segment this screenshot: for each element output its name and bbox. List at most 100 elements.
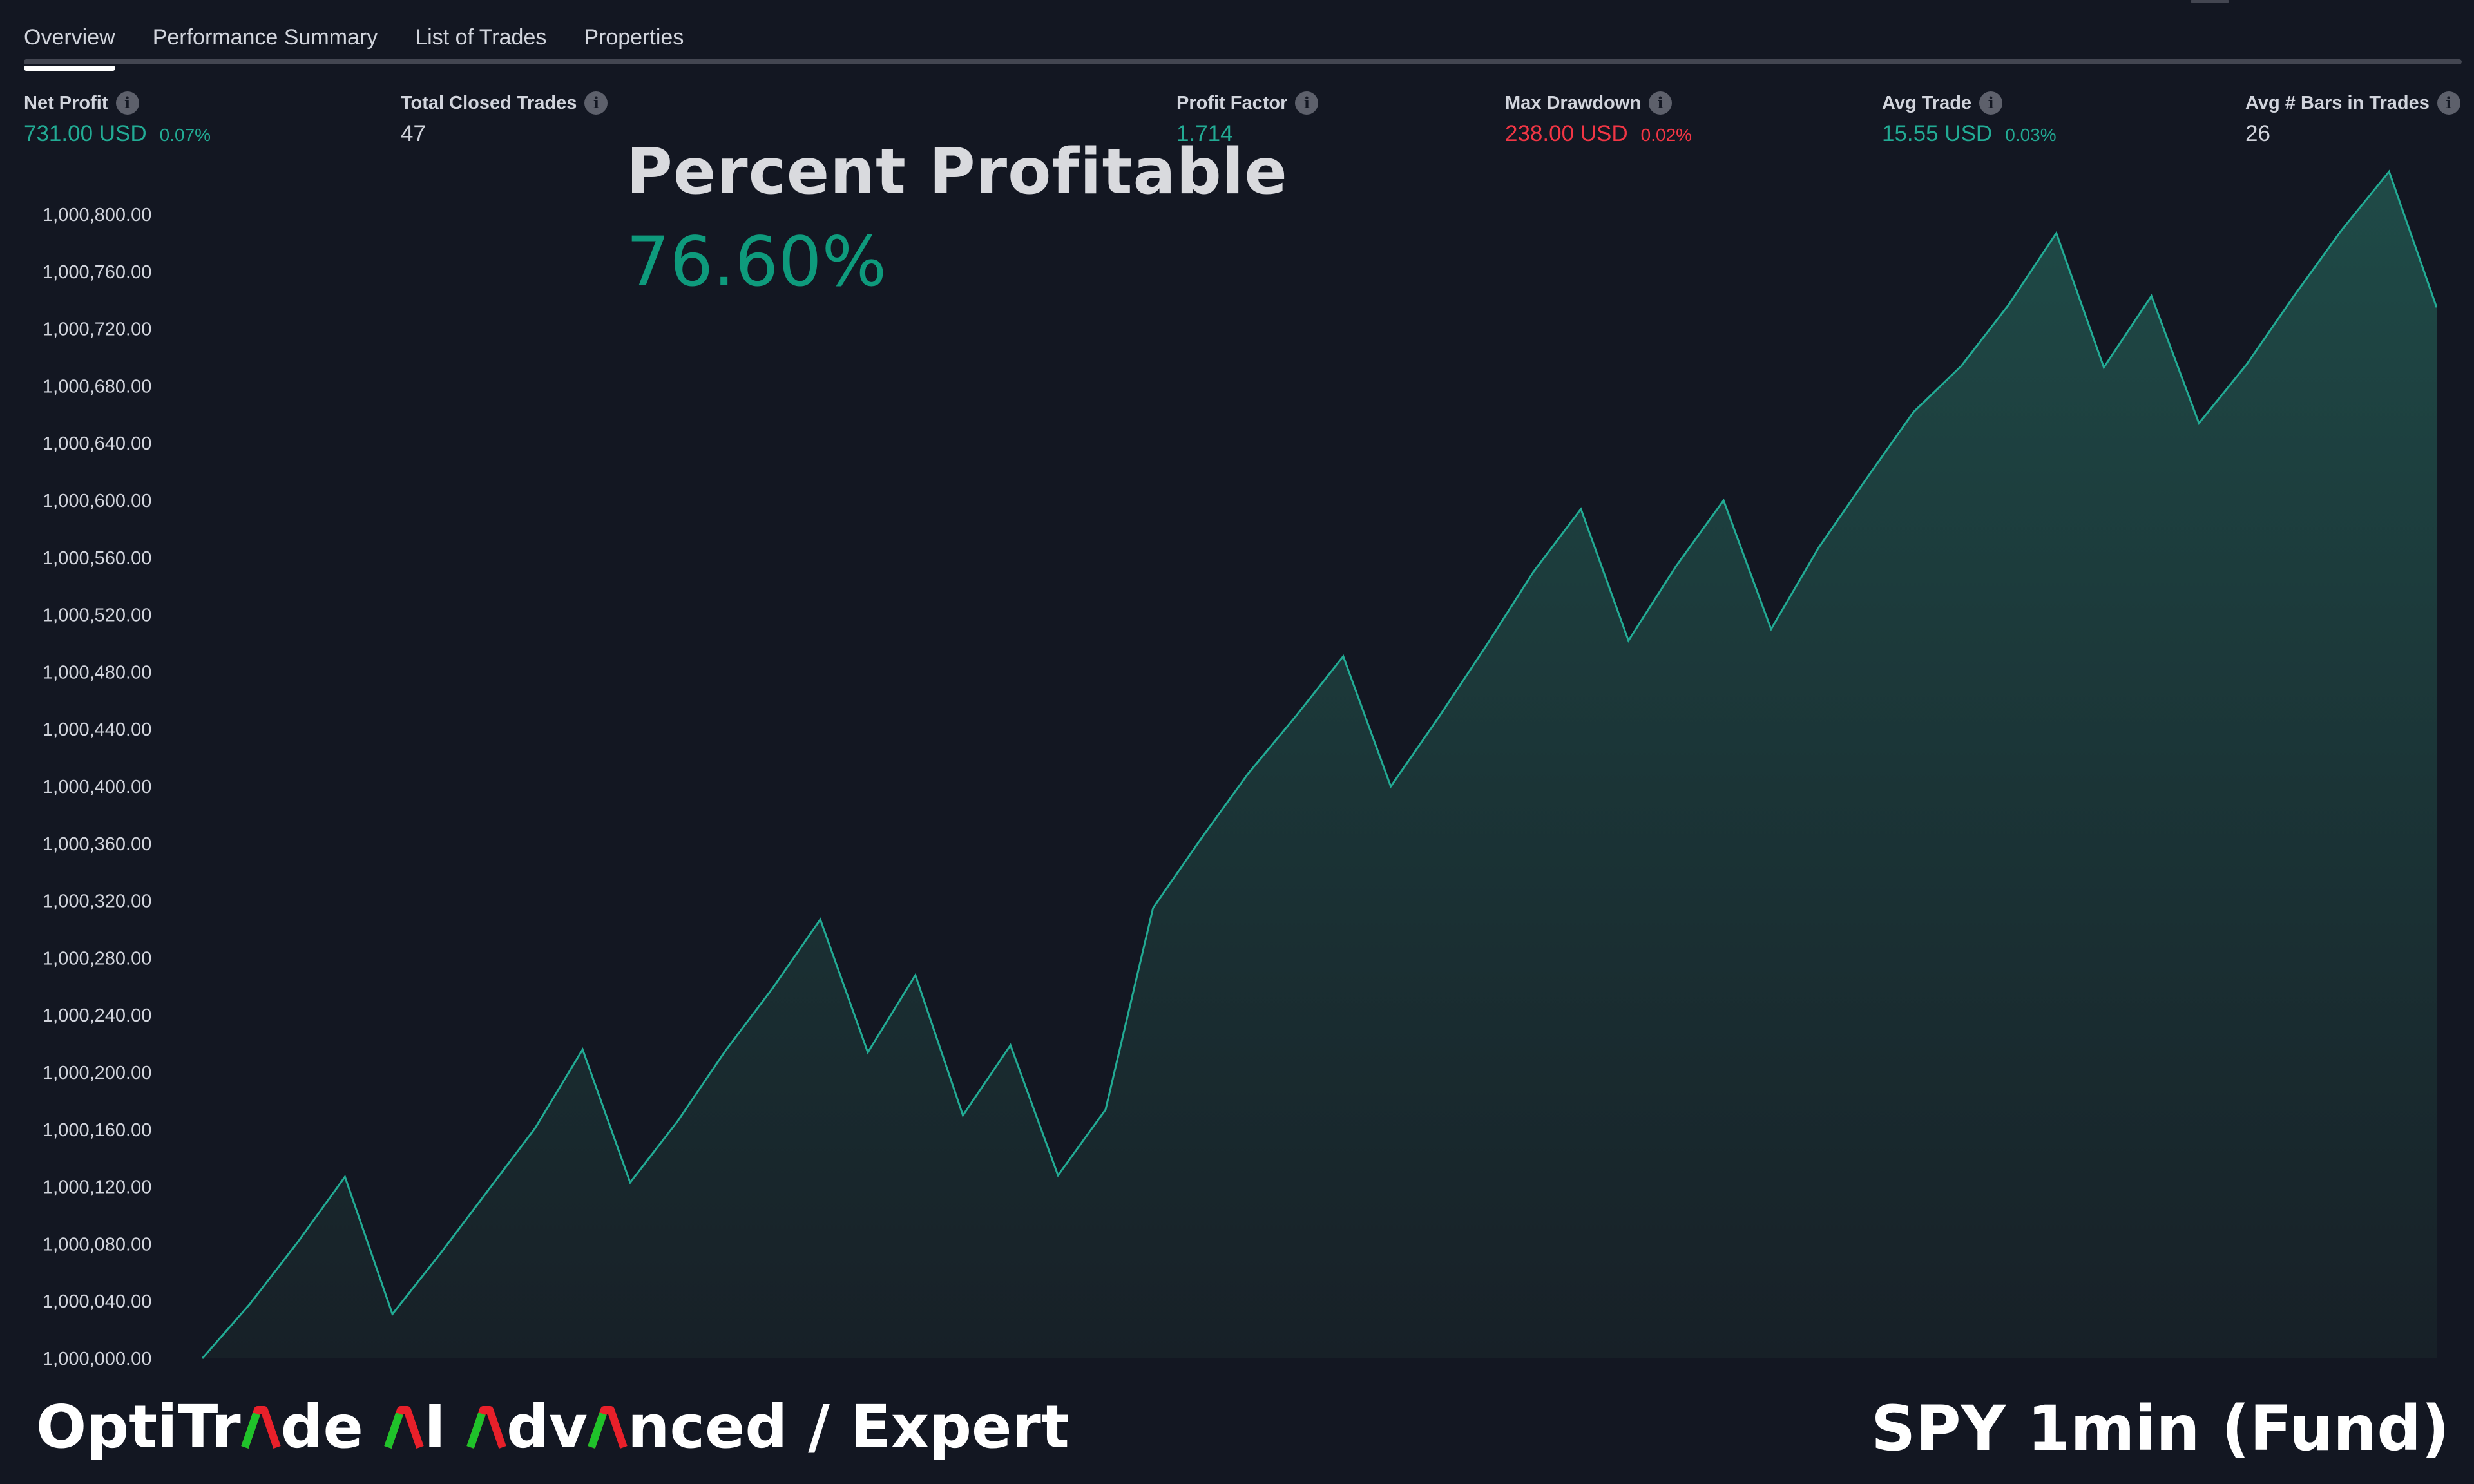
equity-point [1674,565,1677,567]
equity-point [2102,366,2105,369]
equity-point [249,1303,251,1306]
equity-point [391,1313,394,1315]
info-icon[interactable]: i [1979,91,2003,115]
metric-percent: 0.07% [159,125,211,145]
equity-point [1294,715,1297,718]
tab-performance-summary[interactable]: Performance Summary [152,25,378,50]
metric-value: 238.00 USD [1505,121,1628,146]
metric-label: Max Drawdown [1505,92,1642,113]
equity-point [1152,907,1155,909]
equity-point [1437,716,1439,719]
equity-point [2198,422,2200,424]
y-tick-label: 1,000,160.00 [43,1120,151,1141]
equity-point [1865,478,1868,480]
equity-point [2055,232,2058,234]
equity-point [914,974,917,976]
metric-avg-trade: Avg Trade i 15.55 USD 0.03% [1882,91,2057,147]
y-tick-label: 1,000,040.00 [43,1291,151,1312]
equity-point [962,1114,964,1117]
equity-point [1200,838,1202,841]
equity-point [2150,295,2153,298]
arch-a-logo-icon [466,1405,506,1449]
brand-text-part: I [423,1393,467,1461]
tabbar-track [24,59,2462,64]
metric-avg-bars-in-trades: Avg # Bars in Trades i 26 [2245,91,2460,147]
equity-point [2245,363,2248,366]
equity-point [2435,306,2438,309]
y-tick-label: 1,000,600.00 [43,491,151,511]
equity-point [1770,628,1772,631]
equity-point [1627,640,1630,642]
y-tick-label: 1,000,520.00 [43,605,151,626]
tab-properties[interactable]: Properties [584,25,684,50]
metric-profit-factor: Profit Factor i 1.714 [1176,91,1319,147]
equity-point [629,1181,631,1184]
equity-point [1532,571,1535,573]
y-tick-label: 1,000,080.00 [43,1234,151,1255]
equity-point [1817,546,1820,549]
equity-point [1580,508,1582,510]
tabbar: Overview Performance Summary List of Tra… [24,0,721,71]
metric-total-closed-trades: Total Closed Trades i 47 [401,91,608,147]
y-tick-label: 1,000,120.00 [43,1177,151,1198]
y-tick-label: 1,000,480.00 [43,662,151,683]
y-tick-label: 1,000,680.00 [43,376,151,397]
overlay-value: 76.60% [626,222,887,301]
equity-point [2340,229,2343,231]
y-tick-label: 1,000,240.00 [43,1005,151,1026]
equity-line [201,169,2438,1359]
y-tick-label: 1,000,720.00 [43,319,151,340]
equity-point [2388,170,2390,173]
metric-percent: 0.03% [2005,125,2057,145]
info-icon[interactable]: i [1295,91,1319,115]
equity-point [2293,295,2296,298]
y-tick-label: 1,000,400.00 [43,777,151,797]
arch-a-logo-icon [588,1405,628,1449]
y-tick-label: 1,000,440.00 [43,719,151,740]
tab-list-of-trades[interactable]: List of Trades [415,25,547,50]
equity-point [1390,785,1392,788]
brand-logo: OptiTr de I dv nced / Expert [36,1393,1069,1461]
tab-overview[interactable]: Overview [24,24,115,71]
y-tick-label: 1,000,320.00 [43,891,151,912]
equity-point [439,1253,441,1255]
equity-point [676,1119,679,1122]
info-icon[interactable]: i [115,91,139,115]
y-tick-label: 1,000,760.00 [43,262,151,283]
metric-label: Net Profit [24,92,108,113]
y-tick-label: 1,000,000.00 [43,1349,151,1369]
brand-text-part: de [280,1393,384,1461]
equity-point [201,1357,204,1360]
metric-value: 1.714 [1176,121,1233,146]
equity-point [296,1241,299,1244]
metric-net-profit: Net Profit i 731.00 USD 0.07% [24,91,211,147]
brand-text-part: OptiTr [36,1393,241,1461]
metric-label: Avg Trade [1882,92,1972,113]
equity-point [1912,410,1915,413]
info-icon[interactable]: i [584,91,608,115]
equity-point [1057,1174,1059,1177]
overlay-title: Percent Profitable [626,135,1288,209]
y-tick-label: 1,000,640.00 [43,433,151,454]
equity-point [1960,365,1962,367]
arch-a-logo-icon [240,1405,281,1449]
metric-max-drawdown: Max Drawdown i 238.00 USD 0.02% [1505,91,1692,147]
equity-point [343,1175,346,1178]
equity-point [1104,1108,1107,1111]
metric-value: 731.00 USD [24,121,147,146]
equity-point [1342,655,1345,658]
info-icon[interactable]: i [2437,91,2460,115]
equity-point [1009,1044,1012,1047]
equity-point [486,1190,489,1192]
info-icon[interactable]: i [1649,91,1673,115]
brand-text-part: dv [506,1393,588,1461]
brand-text-part: nced / Expert [627,1393,1069,1461]
y-tick-label: 1,000,200.00 [43,1063,151,1083]
metric-percent: 0.02% [1640,125,1692,145]
equity-point [724,1050,727,1052]
arch-a-logo-icon [384,1405,424,1449]
equity-point [1722,499,1725,502]
metric-label: Total Closed Trades [401,92,577,113]
